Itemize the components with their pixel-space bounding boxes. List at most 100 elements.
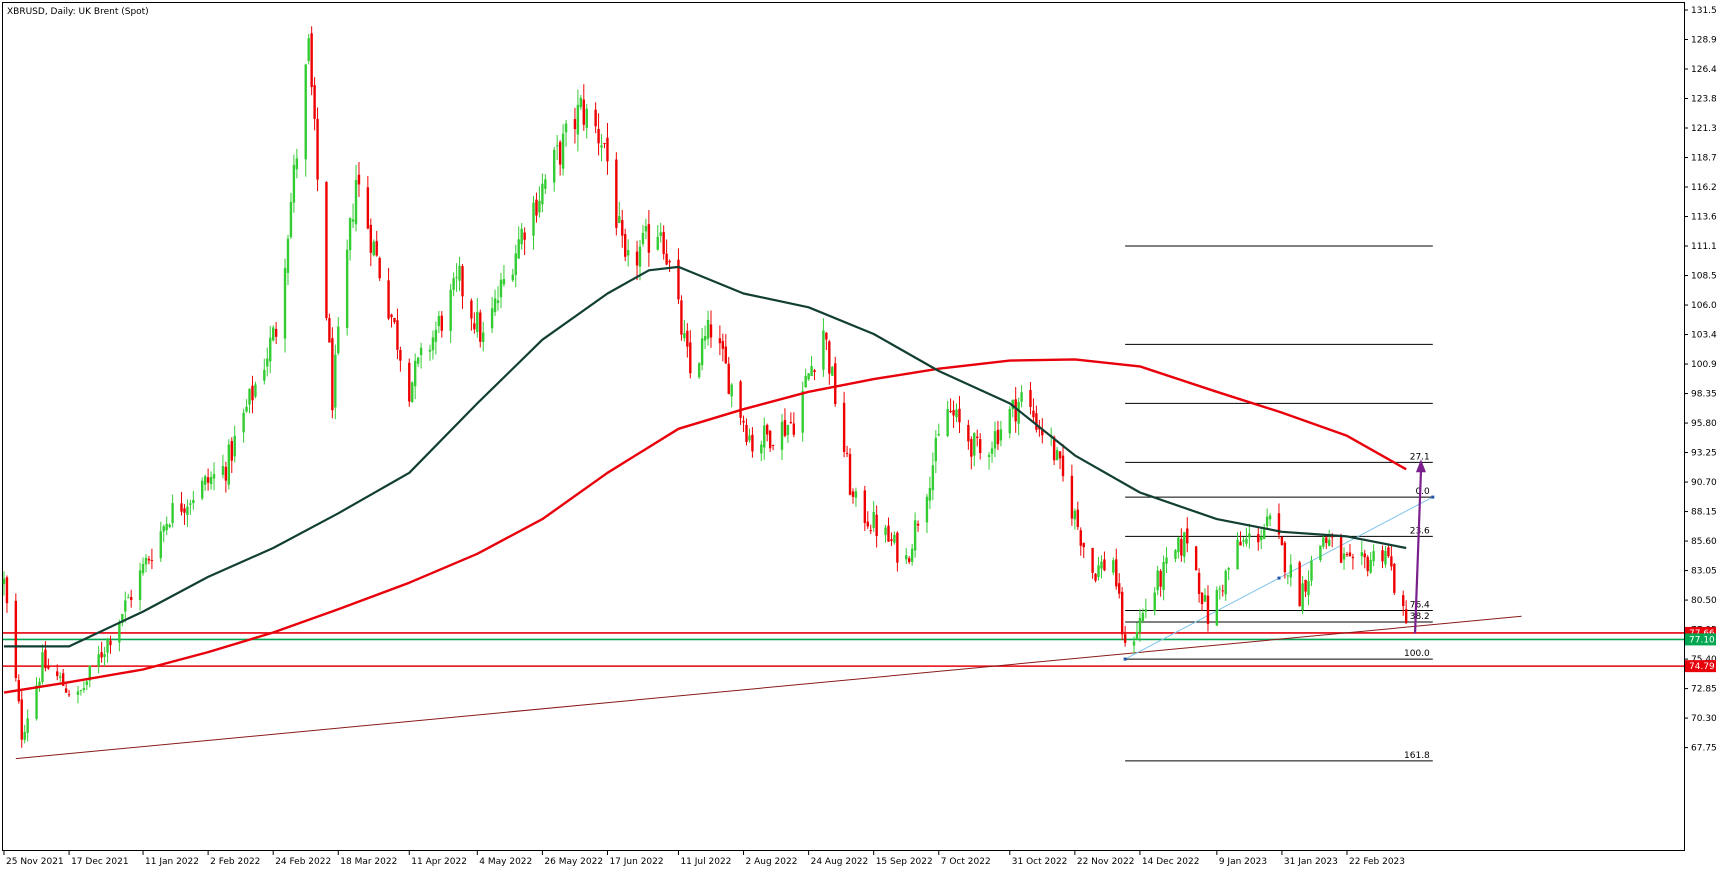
bearish-candle[interactable] [828,341,831,374]
bullish-candle[interactable] [659,232,662,237]
bearish-candle[interactable] [887,525,890,542]
bullish-candle[interactable] [41,652,44,683]
bearish-candle[interactable] [61,673,65,686]
bullish-candle[interactable] [263,369,266,381]
bearish-candle[interactable] [328,318,331,343]
bullish-candle[interactable] [345,249,349,329]
bearish-candle[interactable] [5,577,9,604]
bullish-candle[interactable] [1165,557,1168,564]
bearish-candle[interactable] [978,439,982,453]
bullish-candle[interactable] [1177,537,1180,553]
bearish-candle[interactable] [393,318,396,323]
bearish-candle[interactable] [724,346,727,364]
bearish-candle[interactable] [582,99,585,125]
bullish-candle[interactable] [1055,449,1059,461]
bullish-candle[interactable] [449,289,452,331]
bullish-candle[interactable] [561,133,565,169]
bearish-candle[interactable] [535,199,538,216]
bearish-candle[interactable] [834,363,837,405]
bullish-candle[interactable] [372,241,375,256]
bullish-candle[interactable] [1215,589,1219,626]
bullish-candle[interactable] [118,622,121,643]
bearish-candle[interactable] [742,420,745,423]
bearish-candle[interactable] [1325,537,1328,544]
bullish-candle[interactable] [1156,570,1159,591]
bullish-candle[interactable] [748,435,751,441]
bearish-candle[interactable] [316,118,319,180]
bearish-candle[interactable] [680,300,683,335]
bullish-candle[interactable] [1372,551,1375,562]
bullish-candle[interactable] [292,164,296,203]
bearish-candle[interactable] [1094,573,1097,581]
bearish-candle[interactable] [842,402,846,452]
bullish-candle[interactable] [79,689,83,691]
bearish-candle[interactable] [996,429,1000,445]
bearish-candle[interactable] [183,508,186,513]
bullish-candle[interactable] [413,360,417,387]
bullish-candle[interactable] [23,732,26,740]
bullish-candle[interactable] [1360,552,1363,557]
bearish-candle[interactable] [387,280,390,319]
bullish-candle[interactable] [925,496,929,523]
bullish-candle[interactable] [626,250,630,256]
bearish-candle[interactable] [1118,583,1121,594]
bullish-candle[interactable] [490,308,494,329]
bearish-candle[interactable] [64,688,68,693]
bullish-candle[interactable] [271,327,275,341]
bullish-candle[interactable] [499,279,503,298]
bearish-candle[interactable] [606,137,609,162]
bearish-candle[interactable] [686,330,689,347]
bearish-candle[interactable] [813,370,816,373]
bearish-candle[interactable] [825,332,828,340]
bullish-candle[interactable] [987,454,991,458]
bullish-candle[interactable] [121,613,124,623]
bearish-candle[interactable] [130,597,133,600]
bearish-candle[interactable] [970,439,973,457]
bearish-candle[interactable] [1257,534,1260,543]
bearish-candle[interactable] [689,342,692,374]
bearish-candle[interactable] [1206,595,1210,624]
bullish-candle[interactable] [88,665,91,681]
bullish-candle[interactable] [1153,592,1156,611]
bullish-candle[interactable] [585,108,588,128]
bullish-candle[interactable] [703,336,707,341]
bullish-candle[interactable] [786,425,790,436]
bearish-candle[interactable] [378,257,381,279]
bearish-candle[interactable] [896,532,899,563]
bullish-candle[interactable] [411,382,414,403]
bearish-candle[interactable] [597,128,600,144]
bullish-candle[interactable] [1322,537,1325,547]
bullish-candle[interactable] [1224,570,1227,595]
bullish-candle[interactable] [269,337,272,362]
bullish-candle[interactable] [431,337,435,351]
bullish-candle[interactable] [973,433,976,456]
bearish-candle[interactable] [1280,536,1284,546]
bullish-candle[interactable] [1135,632,1139,640]
bearish-candle[interactable] [1115,559,1118,587]
bullish-candle[interactable] [189,503,192,505]
bearish-candle[interactable] [399,349,402,361]
bullish-candle[interactable] [1020,392,1023,402]
bullish-candle[interactable] [1319,545,1322,561]
bullish-candle[interactable] [706,319,710,339]
bearish-candle[interactable] [949,411,952,413]
bearish-candle[interactable] [473,323,476,330]
bearish-candle[interactable] [647,224,651,253]
bearish-candle[interactable] [958,408,961,423]
bullish-candle[interactable] [452,278,455,290]
bullish-candle[interactable] [307,38,310,61]
bullish-candle[interactable] [186,506,189,515]
bullish-candle[interactable] [159,531,162,559]
bullish-candle[interactable] [600,145,603,148]
bearish-candle[interactable] [863,490,867,523]
bullish-candle[interactable] [872,511,875,528]
bullish-candle[interactable] [212,474,216,479]
bullish-candle[interactable] [1342,553,1346,560]
bullish-candle[interactable] [97,654,100,667]
bearish-candle[interactable] [573,119,577,130]
bearish-candle[interactable] [310,33,313,88]
bearish-candle[interactable] [952,410,955,416]
bullish-candle[interactable] [760,444,763,454]
bullish-candle[interactable] [638,246,642,267]
